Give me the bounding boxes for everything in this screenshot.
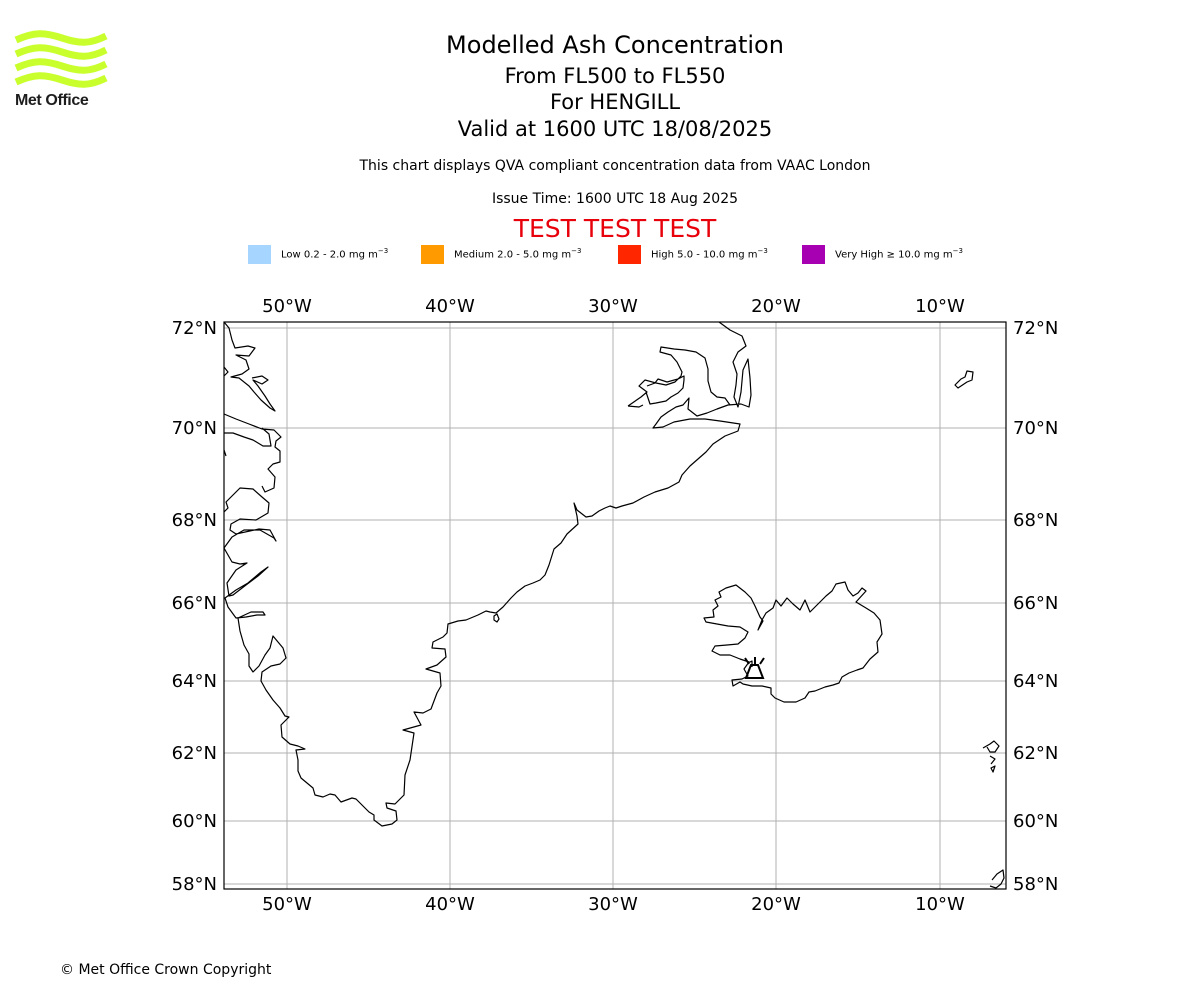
lat-label-left-64n: 64°N [172, 671, 217, 692]
logo-wave-3 [14, 58, 108, 74]
lat-label-right-64n: 64°N [1013, 671, 1058, 692]
lon-label-top-30w: 30°W [588, 296, 638, 317]
legend-label-low: Low 0.2 - 2.0 mg m−3 [281, 247, 389, 261]
copyright: © Met Office Crown Copyright [60, 962, 272, 978]
lat-label-right-66n: 66°N [1013, 593, 1058, 614]
lat-label-right-72n: 72°N [1013, 318, 1058, 339]
greenland-east-fjord [627, 346, 731, 408]
valid-time: Valid at 1600 UTC 18/08/2025 [457, 117, 773, 141]
flight-level-range: From FL500 to FL550 [504, 64, 726, 88]
lon-label-top-20w: 20°W [751, 296, 801, 317]
legend-label-medium: Medium 2.0 - 5.0 mg m−3 [454, 247, 582, 261]
legend-swatch-medium [421, 244, 444, 264]
logo-wave-2 [14, 44, 108, 60]
lon-labels-bottom: 50°W 40°W 30°W 20°W 10°W [262, 894, 965, 915]
legend-swatch-very-high [802, 244, 825, 264]
lat-label-right-58n: 58°N [1013, 874, 1058, 895]
legend-very-high: Very High ≥ 10.0 mg m−3 [802, 244, 963, 264]
legend-swatch-low [248, 244, 271, 264]
lon-label-bottom-50w: 50°W [262, 894, 312, 915]
lon-label-bottom-40w: 40°W [425, 894, 475, 915]
lon-label-top-50w: 50°W [262, 296, 312, 317]
lon-labels-top: 50°W 40°W 30°W 20°W 10°W [262, 296, 965, 317]
logo-wave-4 [14, 72, 108, 88]
logo-text: Met Office [15, 92, 89, 109]
met-office-logo [14, 30, 108, 88]
test-banner: TEST TEST TEST [513, 214, 717, 243]
lat-label-left-68n: 68°N [172, 510, 217, 531]
volcano-icon [744, 657, 765, 679]
legend-high: High 5.0 - 10.0 mg m−3 [618, 244, 768, 264]
lat-label-left-66n: 66°N [172, 593, 217, 614]
lat-label-right-62n: 62°N [1013, 743, 1058, 764]
lat-labels-left: 72°N 70°N 68°N 66°N 64°N 62°N 60°N 58°N [172, 318, 217, 895]
lon-label-bottom-10w: 10°W [915, 894, 965, 915]
greenland-coastline [223, 321, 752, 827]
lat-label-right-68n: 68°N [1013, 510, 1058, 531]
volcano-title: For HENGILL [549, 90, 681, 114]
legend-label-very-high: Very High ≥ 10.0 mg m−3 [835, 247, 963, 261]
lon-label-top-10w: 10°W [915, 296, 965, 317]
shetland-coast [989, 869, 1005, 889]
volcano-marker [744, 657, 765, 679]
greenland-small-island [493, 613, 500, 623]
lat-label-left-58n: 58°N [172, 874, 217, 895]
iceland-coastline [703, 581, 883, 703]
chart-description: This chart displays QVA compliant concen… [359, 158, 871, 174]
greenland-west-coast [223, 321, 282, 493]
lat-label-left-72n: 72°N [172, 318, 217, 339]
lon-label-bottom-20w: 20°W [751, 894, 801, 915]
faroe-islands [982, 740, 1000, 773]
legend-label-high: High 5.0 - 10.0 mg m−3 [651, 247, 768, 261]
lon-label-bottom-30w: 30°W [588, 894, 638, 915]
legend-medium: Medium 2.0 - 5.0 mg m−3 [421, 244, 581, 264]
lat-label-right-60n: 60°N [1013, 811, 1058, 832]
logo-wave-1 [14, 30, 108, 46]
legend-low: Low 0.2 - 2.0 mg m−3 [248, 244, 388, 264]
lat-label-right-70n: 70°N [1013, 418, 1058, 439]
lat-label-left-62n: 62°N [172, 743, 217, 764]
issue-time: Issue Time: 1600 UTC 18 Aug 2025 [491, 191, 739, 207]
jan-mayen [954, 370, 974, 389]
lat-label-left-70n: 70°N [172, 418, 217, 439]
chart-title: Modelled Ash Concentration [446, 31, 784, 59]
lat-label-left-60n: 60°N [172, 811, 217, 832]
lat-labels-right: 72°N 70°N 68°N 66°N 64°N 62°N 60°N 58°N [1013, 318, 1058, 895]
map-gridlines [224, 322, 1006, 889]
coastlines [223, 321, 1005, 889]
legend-swatch-high [618, 244, 641, 264]
lon-label-top-40w: 40°W [425, 296, 475, 317]
map-frame [223, 321, 1007, 890]
